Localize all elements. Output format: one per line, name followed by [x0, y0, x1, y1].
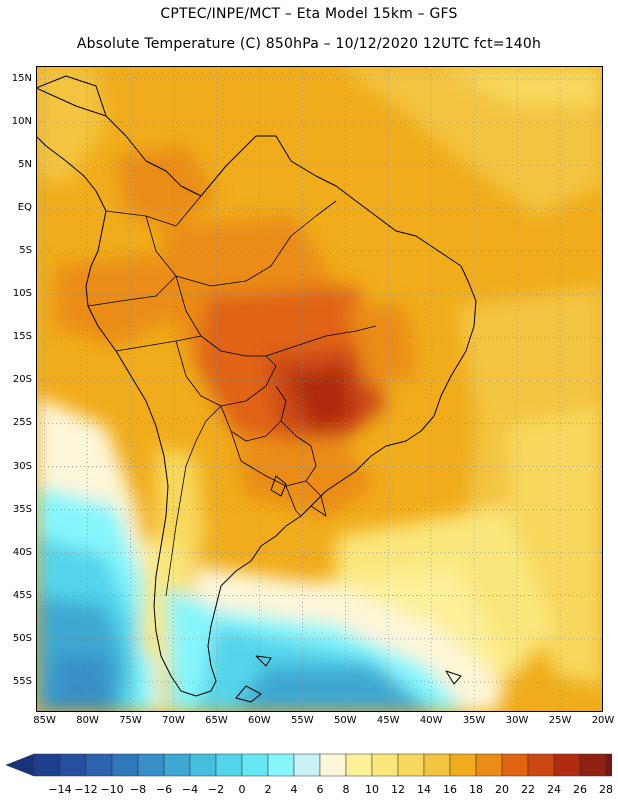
colorbar-swatch [553, 753, 581, 777]
colorbar-label: 28 [599, 783, 613, 796]
lon-label: 80W [76, 715, 99, 726]
lon-label: 75W [119, 715, 142, 726]
lat-lon-grid [36, 66, 603, 712]
lon-label: 60W [248, 715, 271, 726]
colorbar-label: 12 [391, 783, 405, 796]
lat-label: 15N [11, 72, 32, 84]
colorbar-label: 14 [417, 783, 431, 796]
colorbar-label: −8 [129, 783, 147, 796]
colorbar-swatch [605, 753, 612, 777]
colorbar-label: 24 [547, 783, 561, 796]
lon-label: 35W [462, 715, 486, 726]
lat-label: 35S [12, 503, 32, 515]
colorbar-label: −12 [74, 783, 98, 796]
lat-label: 30S [12, 460, 32, 472]
colorbar-swatch [241, 753, 269, 777]
colorbar-label: −10 [100, 783, 124, 796]
lon-label: 50W [333, 715, 357, 726]
colorbar-label: 22 [521, 783, 535, 796]
lat-label: EQ [17, 202, 32, 214]
lon-label: 45W [376, 715, 400, 726]
colorbar-swatch [111, 753, 139, 777]
colorbar-swatch [449, 753, 477, 777]
colorbar-label: −14 [48, 783, 72, 796]
colorbar-swatch [345, 753, 373, 777]
colorbar-label: 18 [469, 783, 483, 796]
colorbar-label: 8 [342, 783, 350, 796]
lon-label: 70W [162, 715, 185, 726]
lat-label: 5S [19, 245, 32, 257]
colorbar-label: 20 [495, 783, 509, 796]
lat-label: 20S [12, 374, 32, 386]
colorbar-label: −6 [155, 783, 173, 796]
colorbar-label: −4 [181, 783, 199, 796]
lat-label: 10N [11, 115, 32, 127]
colorbar-swatch [319, 753, 347, 777]
colorbar-swatch [293, 753, 321, 777]
lon-label: 55W [291, 715, 314, 726]
lat-label: 25S [12, 417, 32, 429]
lon-label: 40W [419, 715, 443, 726]
colorbar-swatch [371, 753, 399, 777]
lat-label: 45S [12, 589, 32, 601]
country-borders [87, 195, 377, 597]
colorbar-label: 10 [365, 783, 379, 796]
colorbar-swatch [267, 753, 295, 777]
chart-title-line1: CPTEC/INPE/MCT – Eta Model 15km – GFS [160, 6, 458, 22]
colorbar-swatch [85, 753, 113, 777]
lat-label: 50S [12, 632, 32, 644]
colorbar-swatch [423, 753, 451, 777]
colorbar-label: 6 [316, 783, 324, 796]
colorbar-swatch [475, 753, 503, 777]
colorbar-swatch [397, 753, 425, 777]
colorbar-swatch [527, 753, 555, 777]
colorbar-swatch [59, 753, 87, 777]
lon-label: 85W [33, 715, 56, 726]
colorbar-swatch [33, 753, 61, 777]
colorbar-swatch [189, 753, 217, 777]
colorbar-label: 2 [264, 783, 272, 796]
lon-label: 65W [205, 715, 228, 726]
lon-label: 25W [548, 715, 572, 726]
chart-title-line2: Absolute Temperature (C) 850hPa – 10/12/… [76, 36, 542, 52]
lon-label: 20W [591, 715, 615, 726]
lat-label: 15S [12, 331, 32, 343]
colorbar-label: 26 [573, 783, 587, 796]
lat-label: 40S [12, 546, 32, 558]
temperature-map [36, 66, 603, 712]
colorbar-label: 4 [290, 783, 298, 796]
coastline [36, 75, 477, 703]
colorbar [6, 753, 612, 777]
lat-label: 5N [18, 159, 32, 171]
map-frame [36, 66, 603, 712]
lat-label: 10S [12, 288, 32, 300]
colorbar-swatch [163, 753, 191, 777]
colorbar-swatch [501, 753, 529, 777]
colorbar-swatch [579, 753, 607, 777]
colorbar-label: 0 [238, 783, 246, 796]
colorbar-label: −2 [207, 783, 225, 796]
colorbar-swatch [215, 753, 243, 777]
lon-label: 30W [505, 715, 529, 726]
colorbar-min-arrow [6, 753, 35, 777]
lat-label: 55S [12, 675, 32, 687]
temperature-field [36, 66, 603, 712]
colorbar-swatch [137, 753, 165, 777]
colorbar-label: 16 [443, 783, 457, 796]
